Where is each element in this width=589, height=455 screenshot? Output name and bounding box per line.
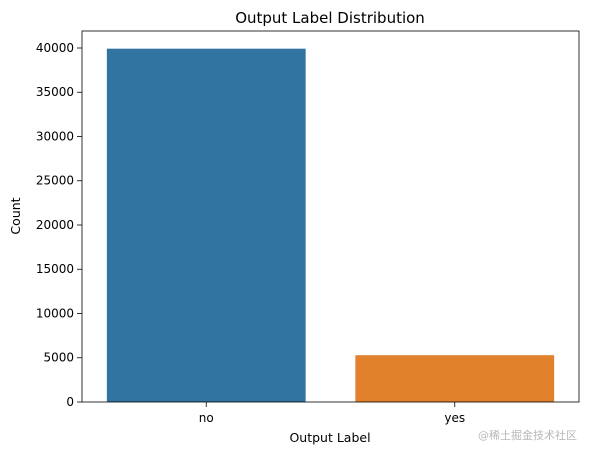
- y-tick-label: 15000: [36, 262, 74, 276]
- y-axis-label: Count: [8, 197, 23, 234]
- y-tick-label: 0: [66, 395, 74, 409]
- y-tick-label: 25000: [36, 174, 74, 188]
- bar-yes: [355, 355, 555, 402]
- y-tick-label: 30000: [36, 129, 74, 143]
- x-axis-label: Output Label: [289, 430, 370, 445]
- plot-frame: [81, 30, 580, 403]
- y-axis-ticks: 0 5000 10000 15000 20000 25000 30000 35000 40000: [36, 41, 82, 409]
- chart-title: Output Label Distribution: [235, 9, 425, 27]
- y-tick-label: 35000: [36, 85, 74, 99]
- watermark: @稀土掘金技术社区: [478, 429, 577, 442]
- x-tick-label-yes: yes: [444, 411, 465, 425]
- x-axis-ticks: no yes: [199, 402, 465, 425]
- bar-no: [106, 48, 306, 403]
- bars: [106, 48, 555, 403]
- y-tick-label: 20000: [36, 218, 74, 232]
- y-tick-label: 10000: [36, 306, 74, 320]
- y-tick-label: 40000: [36, 41, 74, 55]
- y-tick-label: 5000: [43, 351, 74, 365]
- x-tick-label-no: no: [199, 411, 214, 425]
